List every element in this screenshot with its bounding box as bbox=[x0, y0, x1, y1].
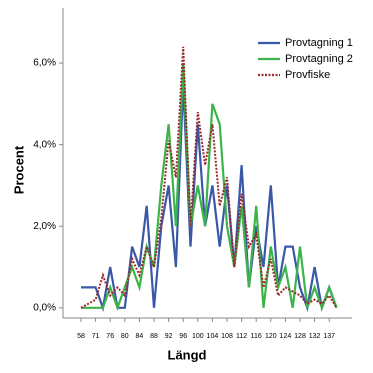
y-tick-label: 2,0% bbox=[33, 221, 56, 232]
x-tick-label: 116 bbox=[251, 333, 262, 340]
legend-label: Provtagning 2 bbox=[285, 53, 353, 65]
x-tick-label: 96 bbox=[179, 333, 187, 340]
x-tick-label: 112 bbox=[236, 333, 247, 340]
legend-label: Provfiske bbox=[285, 69, 330, 81]
y-tick-label: 4,0% bbox=[33, 139, 56, 150]
legend-label: Provtagning 1 bbox=[285, 37, 353, 49]
y-tick-label: 0,0% bbox=[33, 302, 56, 313]
series-line bbox=[81, 83, 338, 313]
x-tick-label: 76 bbox=[106, 333, 114, 340]
y-axis-title: Procent bbox=[11, 145, 26, 194]
x-tick-label: 132 bbox=[309, 333, 321, 340]
x-tick-label: 88 bbox=[150, 333, 158, 340]
x-tick-label: 58 bbox=[77, 333, 85, 340]
x-tick-label: 128 bbox=[294, 333, 306, 340]
x-tick-label: 100 bbox=[192, 333, 204, 340]
series-line bbox=[81, 63, 338, 312]
x-tick-label: 120 bbox=[265, 333, 277, 340]
x-tick-label: 84 bbox=[136, 333, 144, 340]
x-tick-label: 137 bbox=[323, 333, 335, 340]
x-axis-title: Längd bbox=[168, 347, 207, 362]
x-tick-label: 80 bbox=[121, 333, 129, 340]
x-tick-label: 124 bbox=[280, 333, 292, 340]
x-tick-label: 71 bbox=[92, 333, 100, 340]
x-tick-label: 92 bbox=[165, 333, 173, 340]
x-tick-label: 108 bbox=[221, 333, 233, 340]
x-tick-label: 104 bbox=[207, 333, 219, 340]
y-tick-label: 6,0% bbox=[33, 58, 56, 69]
